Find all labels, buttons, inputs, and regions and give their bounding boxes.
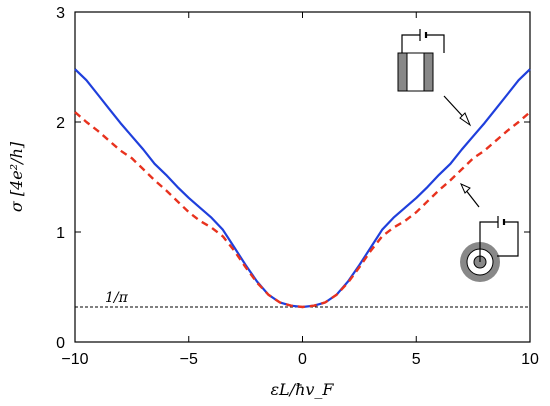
series-layer	[74, 68, 531, 309]
y-tick-label: 0	[56, 335, 65, 352]
x-axis-label: εL/ħv_F	[270, 380, 334, 399]
x-tick-label: −5	[180, 351, 198, 368]
corbino-wire-outer	[497, 221, 519, 257]
plot-frame	[74, 11, 531, 343]
x-tick-label: 5	[412, 351, 421, 368]
y-tick-label: 2	[56, 115, 65, 132]
y-tick-label: 3	[56, 5, 65, 22]
left-electrode	[397, 52, 408, 92]
y-tick-label: 1	[56, 225, 65, 242]
corbino-wire-inner	[479, 221, 498, 262]
plate-inset-arrowhead	[459, 112, 472, 127]
reference-line-label: 1/π	[105, 290, 129, 306]
x-tick-label: −10	[61, 351, 88, 368]
x-tick-label: 10	[521, 351, 539, 368]
plate-inset-wire	[401, 34, 420, 53]
right-electrode	[423, 52, 434, 92]
x-tick-label: 0	[298, 351, 307, 368]
series-line-dashed	[74, 111, 531, 309]
graphene-strip	[406, 52, 425, 92]
corbino-inset-arrow	[464, 188, 480, 208]
corbino-inset-arrowhead	[460, 183, 471, 194]
axis-ticks: −10 −5 0 5 10 0 1 2 3	[56, 5, 539, 368]
series-line-solid	[74, 68, 531, 309]
corbino-disk-inset	[460, 183, 519, 282]
plate-electrode-inset	[397, 29, 472, 127]
plate-inset-wire-right	[426, 34, 445, 53]
y-axis-label: σ [4e²/h]	[7, 141, 26, 212]
